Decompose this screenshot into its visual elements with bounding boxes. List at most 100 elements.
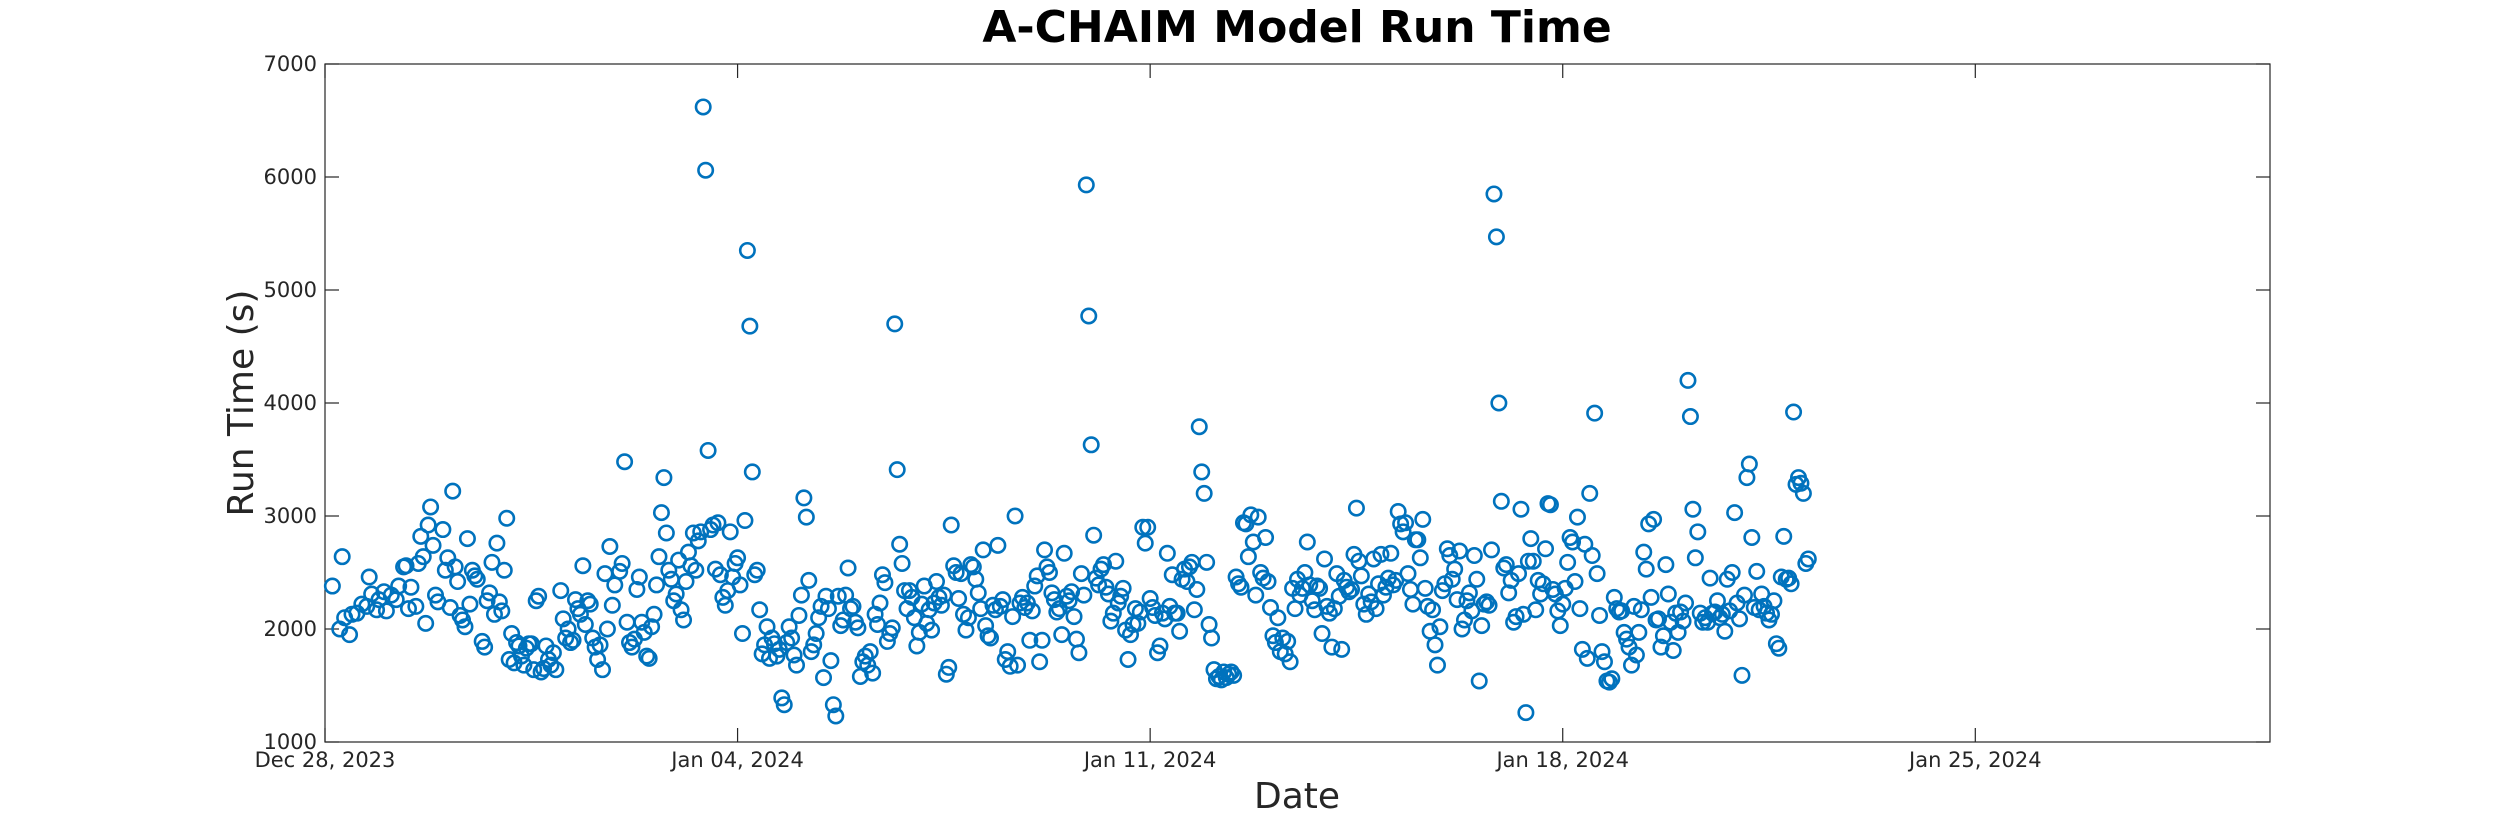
data-point xyxy=(581,595,599,613)
data-point xyxy=(864,664,882,682)
data-point xyxy=(959,609,977,627)
data-point xyxy=(1672,603,1690,621)
data-point xyxy=(1428,656,1446,674)
data-point xyxy=(417,614,435,632)
data-point xyxy=(628,580,646,598)
data-point xyxy=(402,578,420,596)
data-point xyxy=(822,652,840,670)
data-point xyxy=(682,557,700,575)
data-point xyxy=(1581,484,1599,502)
data-point xyxy=(812,597,830,615)
data-point xyxy=(461,595,479,613)
data-point xyxy=(795,489,813,507)
data-point xyxy=(1637,560,1655,578)
data-point xyxy=(1642,588,1660,606)
data-point xyxy=(571,605,589,623)
data-point xyxy=(923,621,941,639)
data-point xyxy=(1782,575,1800,593)
data-point xyxy=(888,461,906,479)
data-point xyxy=(1281,653,1299,671)
data-point xyxy=(488,534,506,552)
data-point xyxy=(525,661,543,679)
data-point xyxy=(1188,580,1206,598)
data-point xyxy=(1004,608,1022,626)
data-point xyxy=(1551,617,1569,635)
data-point xyxy=(1726,504,1744,522)
data-point xyxy=(1382,544,1400,562)
data-point xyxy=(476,638,494,656)
data-point xyxy=(1099,585,1117,603)
data-point xyxy=(1320,604,1338,622)
data-point xyxy=(942,516,960,534)
data-point xyxy=(932,596,950,614)
data-point xyxy=(1785,403,1803,421)
data-point xyxy=(1527,601,1545,619)
x-tick-label: Jan 25, 2024 xyxy=(1907,748,2042,772)
data-point xyxy=(1510,565,1528,583)
data-point xyxy=(603,596,621,614)
data-point xyxy=(1765,592,1783,610)
data-point xyxy=(788,656,806,674)
data-point xyxy=(498,509,516,527)
data-point xyxy=(1080,307,1098,325)
data-point xyxy=(1298,533,1316,551)
data-point xyxy=(1311,579,1329,597)
data-point xyxy=(1107,552,1125,570)
data-point xyxy=(1689,523,1707,541)
data-point xyxy=(893,554,911,572)
data-point xyxy=(849,619,867,637)
data-point xyxy=(969,584,987,602)
data-point xyxy=(1075,586,1093,604)
data-point xyxy=(1257,528,1275,546)
data-point xyxy=(552,582,570,600)
data-point xyxy=(1645,510,1663,528)
data-point xyxy=(503,625,521,643)
data-point xyxy=(341,626,359,644)
data-point xyxy=(1586,404,1604,422)
data-point xyxy=(1775,527,1793,545)
data-point xyxy=(1792,474,1810,492)
data-point xyxy=(667,585,685,603)
x-tick-label: Jan 18, 2024 xyxy=(1494,748,1629,772)
data-point xyxy=(424,536,442,554)
data-point xyxy=(1794,484,1812,502)
data-point xyxy=(1451,542,1469,560)
data-point xyxy=(1414,510,1432,528)
data-point xyxy=(1537,540,1555,558)
data-point xyxy=(1679,371,1697,389)
data-point xyxy=(797,508,815,526)
data-point xyxy=(761,649,779,667)
data-points xyxy=(323,98,1817,725)
data-point xyxy=(748,561,766,579)
data-point xyxy=(1158,544,1176,562)
data-point xyxy=(780,618,798,636)
data-point xyxy=(807,625,825,643)
data-point xyxy=(1593,643,1611,661)
data-point xyxy=(1630,623,1648,641)
data-point xyxy=(1009,656,1027,674)
data-point xyxy=(598,620,616,638)
data-point xyxy=(1480,596,1498,614)
data-point xyxy=(1632,601,1650,619)
data-point xyxy=(1485,185,1503,203)
data-point xyxy=(1416,579,1434,597)
data-point xyxy=(1677,594,1695,612)
data-point xyxy=(1657,556,1675,574)
data-point xyxy=(377,602,395,620)
data-point xyxy=(883,619,901,637)
data-point xyxy=(873,566,891,584)
data-point xyxy=(1424,601,1442,619)
y-tick-label: 7000 xyxy=(264,52,317,76)
data-point xyxy=(1225,666,1243,684)
data-point xyxy=(419,516,437,534)
data-point xyxy=(483,553,501,571)
data-point xyxy=(1301,576,1319,594)
data-point xyxy=(1372,545,1390,563)
data-point xyxy=(1195,484,1213,502)
data-point xyxy=(397,557,415,575)
data-point xyxy=(1731,610,1749,628)
data-point xyxy=(675,611,693,629)
data-point xyxy=(827,707,845,725)
data-point xyxy=(790,606,808,624)
data-point xyxy=(1799,550,1817,568)
